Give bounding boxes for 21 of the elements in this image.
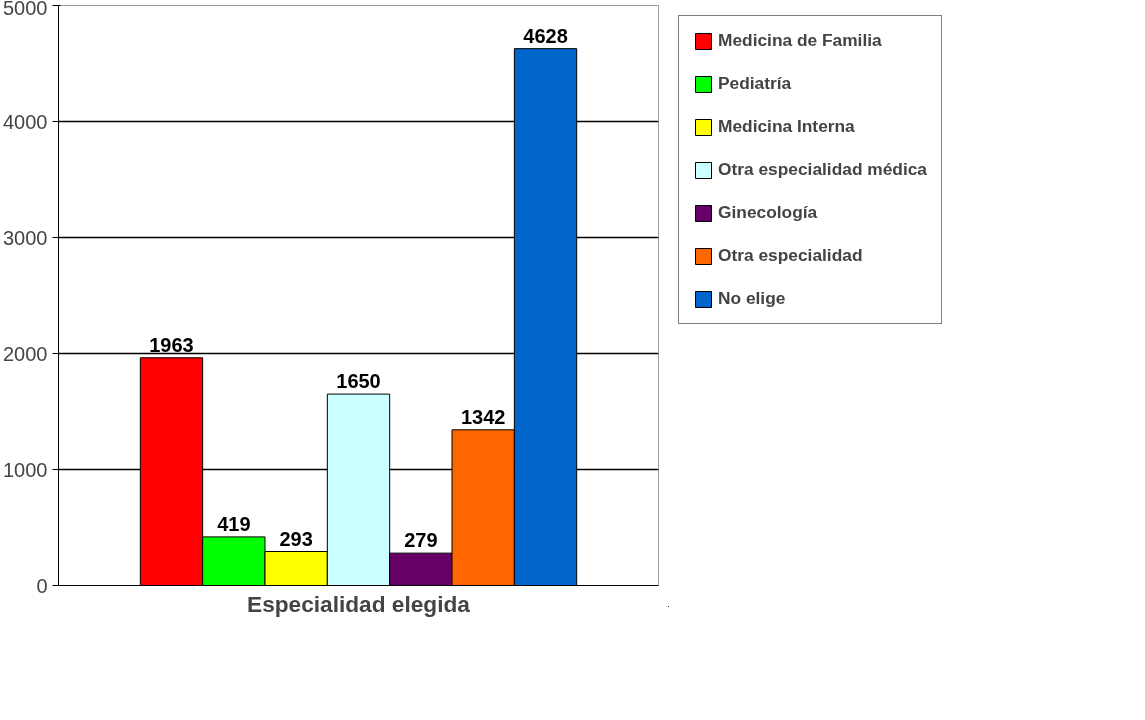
y-tick-label: 4000 <box>3 110 48 133</box>
legend-label: Otra especialidad médica <box>718 159 927 180</box>
y-tick-label: 0 <box>36 574 48 597</box>
y-tick-label: 2000 <box>3 342 48 365</box>
data-label: 4628 <box>523 24 568 47</box>
data-label: 279 <box>404 529 438 552</box>
y-tick-label: 3000 <box>3 226 48 249</box>
y-tick-label: 1000 <box>3 458 48 481</box>
data-label: 419 <box>217 512 251 535</box>
x-axis-title: Especialidad elegida <box>247 590 471 617</box>
data-label: 293 <box>279 527 313 550</box>
legend-label: Medicina de Familia <box>718 30 882 51</box>
legend-label: Pediatría <box>718 73 792 94</box>
data-label: 1342 <box>460 405 506 428</box>
legend-label: Otra especialidad <box>718 245 863 266</box>
data-label: 1963 <box>149 333 194 356</box>
legend-label: Medicina Interna <box>718 116 855 137</box>
legend-label: No elige <box>718 288 786 309</box>
y-tick-label: 5000 <box>3 0 48 19</box>
legend-label: Ginecología <box>718 202 818 223</box>
data-label: 1650 <box>336 370 381 393</box>
